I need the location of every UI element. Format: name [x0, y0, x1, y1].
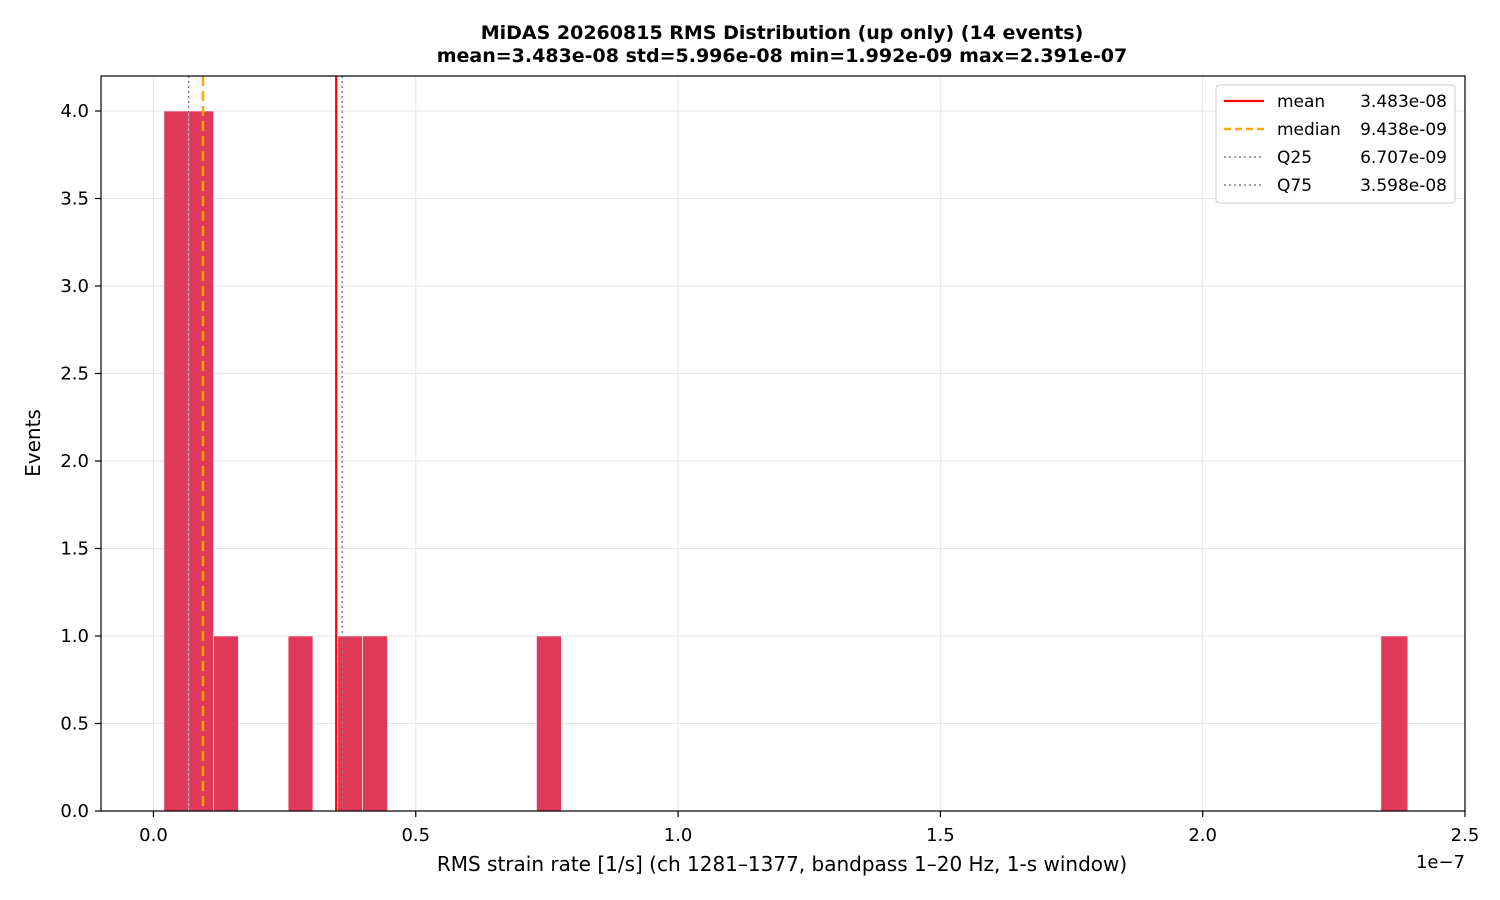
x-tick-label: 1.5	[926, 825, 955, 846]
legend-name-q75: Q75	[1277, 176, 1312, 196]
chart-title-line2: mean=3.483e-08 std=5.996e-08 min=1.992e-…	[437, 45, 1128, 67]
histogram-bars	[163, 110, 1409, 812]
x-tick-label: 0.5	[401, 825, 430, 846]
y-tick-label: 1.0	[60, 626, 89, 647]
legend-name-q25: Q25	[1277, 148, 1312, 168]
x-tick-label: 0.0	[139, 825, 168, 846]
y-tick-label: 1.5	[60, 539, 89, 560]
histogram-bar	[213, 635, 239, 812]
y-tick-label: 3.5	[60, 189, 89, 210]
reference-lines	[187, 76, 343, 811]
y-tick-label: 2.5	[60, 364, 89, 385]
legend-name-median: median	[1277, 120, 1341, 140]
y-tick-label: 0.0	[60, 801, 89, 822]
x-tick-label: 2.5	[1451, 825, 1480, 846]
histogram-bar	[536, 635, 562, 812]
legend-value-q25: 6.707e-09	[1360, 148, 1447, 168]
histogram-bar	[163, 110, 190, 812]
y-axis-label: Events	[21, 409, 45, 477]
y-tick-label: 4.0	[60, 101, 89, 122]
legend-value-mean: 3.483e-08	[1360, 92, 1447, 112]
y-tick-label: 0.5	[60, 714, 89, 735]
legend-name-mean: mean	[1277, 92, 1325, 112]
x-axis-ticks: 0.0 0.5 1.0 1.5 2.0 2.5	[139, 811, 1479, 846]
legend-value-median: 9.438e-09	[1360, 120, 1447, 140]
histogram-bar	[362, 635, 388, 812]
x-axis-offset-label: 1e−7	[1416, 852, 1465, 873]
y-tick-label: 3.0	[60, 276, 89, 297]
plot-frame	[100, 75, 1466, 812]
x-axis-label: RMS strain rate [1/s] (ch 1281–1377, ban…	[437, 852, 1127, 876]
y-axis-ticks: 0.0 0.5 1.0 1.5 2.0 2.5 3.0 3.5 4.0	[60, 101, 101, 822]
legend-box	[1215, 84, 1456, 204]
chart-title-line1: MiDAS 20260815 RMS Distribution (up only…	[481, 22, 1084, 44]
y-tick-label: 2.0	[60, 451, 89, 472]
histogram-bar	[1380, 635, 1409, 812]
legend: mean 3.483e-08 median 9.438e-09 Q25 6.707e-09…	[1215, 84, 1456, 204]
x-tick-label: 1.0	[664, 825, 693, 846]
histogram-bar	[287, 635, 314, 812]
x-tick-label: 2.0	[1188, 825, 1217, 846]
legend-value-q75: 3.598e-08	[1360, 176, 1447, 196]
histogram-bar	[188, 110, 214, 812]
